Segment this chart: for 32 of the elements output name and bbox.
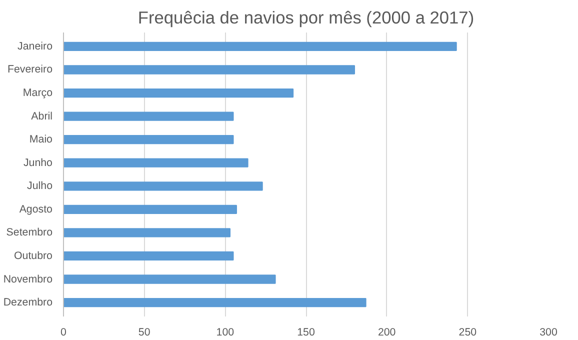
y-tick-label: Agosto xyxy=(19,203,53,216)
bar xyxy=(64,204,237,214)
x-tick-label: 250 xyxy=(458,326,477,338)
chart-title: Frequêcia de navios por mês (2000 a 2017) xyxy=(138,8,474,28)
bar xyxy=(64,42,457,52)
x-tick-label: 50 xyxy=(138,326,150,338)
bar xyxy=(64,274,276,284)
bar xyxy=(64,298,366,308)
x-tick-label: 150 xyxy=(297,326,315,338)
x-tick-label: 300 xyxy=(540,326,558,338)
y-tick-label: Fevereiro xyxy=(7,64,53,76)
bar xyxy=(64,112,234,121)
bar xyxy=(64,251,234,261)
y-tick-label: Dezembro xyxy=(3,296,53,309)
y-tick-label: Abril xyxy=(31,110,53,122)
y-tick-label: Outubro xyxy=(14,250,53,262)
bar xyxy=(64,228,231,238)
y-tick-label: Junho xyxy=(23,156,53,169)
y-tick-label: Janeiro xyxy=(18,40,53,52)
bar xyxy=(64,135,234,144)
bar xyxy=(64,158,248,168)
bar xyxy=(64,182,263,191)
bar xyxy=(64,88,294,98)
y-tick-label: Julho xyxy=(27,180,53,192)
bar xyxy=(64,65,355,74)
x-tick-label: 0 xyxy=(60,326,67,338)
x-tick-label: 100 xyxy=(216,326,234,338)
x-tick-label: 200 xyxy=(378,326,396,338)
y-tick-label: Março xyxy=(22,87,53,100)
y-tick-label: Novembro xyxy=(3,273,53,286)
y-tick-label: Maio xyxy=(29,134,53,146)
y-tick-label: Setembro xyxy=(6,226,53,239)
